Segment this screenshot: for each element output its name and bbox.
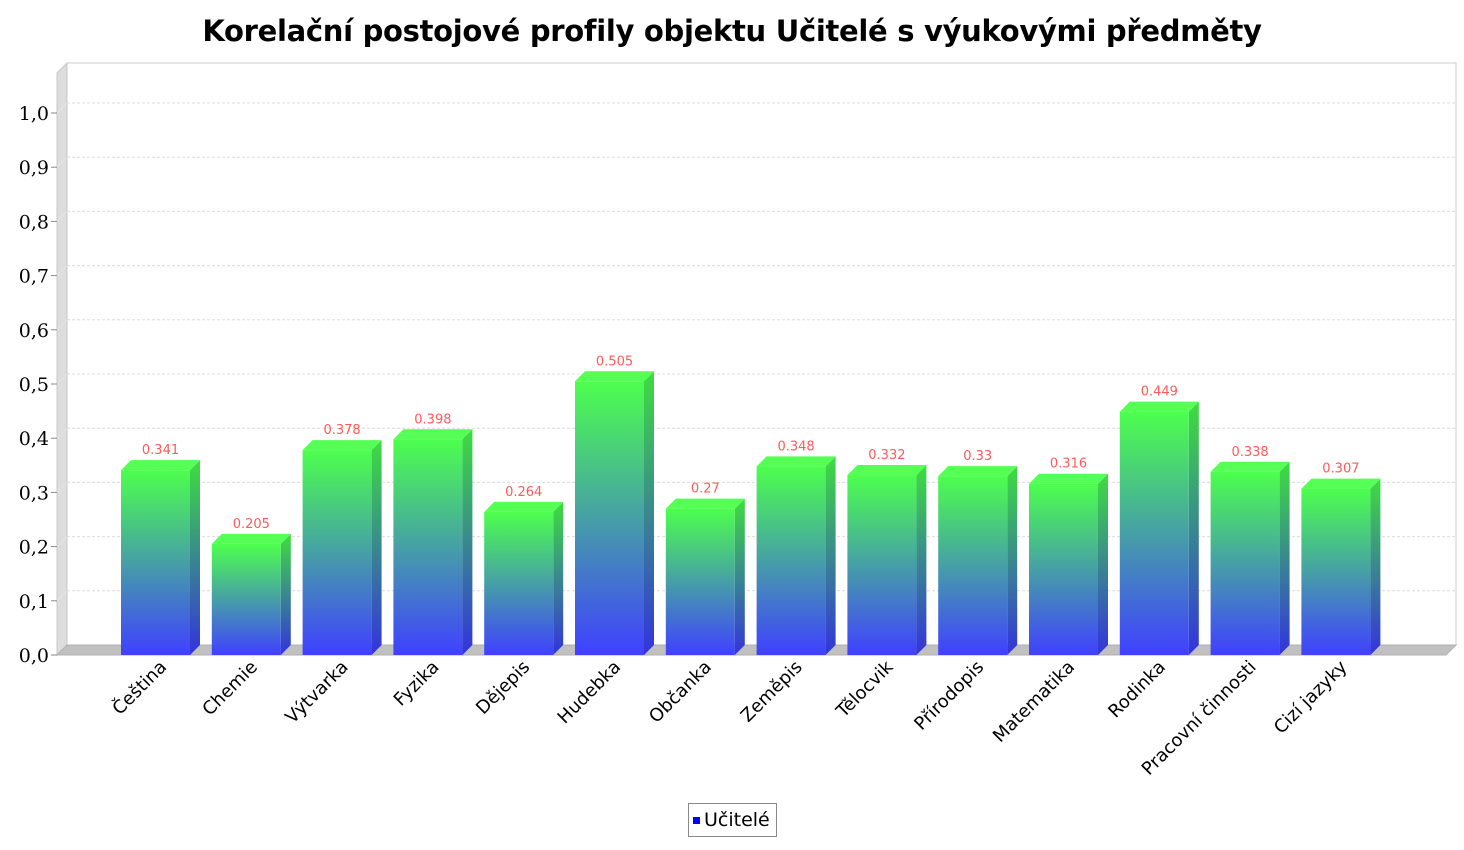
x-tick-label: Matematika	[989, 657, 1079, 747]
bar-value-label: 0.378	[323, 423, 360, 438]
bar-top	[393, 429, 473, 440]
bar-top	[665, 498, 745, 509]
x-tick-label: Fyzika	[390, 657, 444, 711]
bar	[1029, 483, 1098, 655]
bar-side	[462, 429, 473, 655]
bar	[1301, 488, 1371, 655]
bar-value-label: 0.348	[777, 439, 814, 454]
grid-line-side	[56, 156, 68, 168]
x-tick-label: Přírodopis	[910, 657, 988, 735]
y-tick-label: 0,6	[19, 320, 49, 342]
bar-value-label: 0.33	[963, 449, 992, 464]
bar-side	[825, 456, 836, 655]
bar	[665, 508, 735, 655]
y-tick-label: 0,1	[19, 591, 49, 613]
plot-left-wall	[56, 61, 68, 657]
bar-value-label: 0.505	[596, 354, 633, 369]
legend-swatch	[693, 816, 700, 824]
x-tick-label: Čeština	[108, 656, 171, 719]
y-tick-label: 0,9	[19, 157, 49, 179]
legend: Učitelé	[688, 803, 777, 837]
grid-line-side	[56, 427, 68, 439]
y-tick-label: 0,4	[19, 428, 49, 450]
bar-top	[756, 456, 836, 467]
bar-value-label: 0.264	[505, 485, 542, 500]
x-tick-label: Výtvarka	[281, 657, 352, 728]
bar-side	[1007, 466, 1018, 655]
x-tick-label: Chemie	[198, 657, 261, 720]
x-axis: Čeština Chemie Výtvarka Fyzika Dějepis Hudebk…	[108, 656, 1352, 780]
bar-value-label: 0.205	[233, 517, 270, 532]
x-tick-label: Rodinka	[1104, 657, 1170, 723]
bar-value-label: 0.316	[1050, 457, 1087, 472]
bar-top	[121, 460, 200, 471]
y-tick-label: 0,0	[19, 645, 49, 667]
bar-side	[280, 533, 291, 655]
bar-value-label: 0.341	[142, 443, 179, 458]
bars: 0.341 0.205 0.378 0.398 0.264 0.505 0.27 0.348 0…	[121, 354, 1381, 655]
bar-value-label: 0.332	[868, 448, 905, 463]
bar-top	[302, 440, 382, 451]
x-tick-label: Dějepis	[472, 657, 534, 719]
bar-top	[484, 501, 564, 512]
grid-line-side	[56, 319, 68, 331]
bar-side	[1279, 461, 1290, 655]
bar	[211, 543, 281, 655]
bar-top	[938, 466, 1018, 477]
bar-side	[1188, 401, 1199, 655]
bar	[484, 511, 554, 655]
x-tick-label: Hudebka	[554, 657, 625, 728]
y-tick-label: 0,8	[19, 211, 49, 233]
grid-line-side	[56, 590, 68, 602]
grid-line-side	[56, 102, 68, 114]
bar	[756, 466, 826, 655]
bar-top	[847, 465, 927, 476]
bar-side	[190, 460, 200, 655]
y-tick-label: 0,3	[19, 482, 49, 504]
bar-top	[575, 371, 654, 382]
bar	[1119, 411, 1189, 655]
bar-top	[1119, 401, 1199, 412]
grid-line-side	[56, 536, 68, 547]
bar	[393, 439, 463, 655]
bar-top	[1210, 461, 1290, 472]
grid-line-side	[56, 211, 68, 222]
bar-value-label: 0.307	[1322, 462, 1359, 477]
bar-top	[1029, 473, 1108, 484]
bar-side	[734, 498, 745, 655]
x-tick-label: Zeměpis	[737, 657, 807, 727]
bar-value-label: 0.27	[691, 482, 720, 497]
y-axis: 0,0 0,1 0,2 0,3 0,4 0,5 0,6 0,7 0,8 0,9 1,0	[19, 103, 57, 667]
grid-line-side	[56, 482, 68, 493]
bar	[847, 475, 917, 655]
y-tick-label: 1,0	[19, 103, 49, 125]
bar-value-label: 0.398	[414, 412, 451, 427]
bar-value-label: 0.338	[1231, 445, 1268, 460]
bar-top	[211, 533, 291, 544]
bar	[302, 450, 372, 655]
legend-label: Učitelé	[704, 809, 770, 831]
bar-side	[916, 465, 927, 655]
x-tick-label: Cizí jazyky	[1270, 656, 1352, 738]
x-tick-label: Tělocvik	[832, 656, 898, 722]
bar-top	[1301, 478, 1381, 489]
y-tick-label: 0,7	[19, 266, 49, 288]
chart-title: Korelační postojové profily objektu Učit…	[202, 14, 1262, 48]
y-tick-label: 0,2	[19, 537, 49, 559]
bar	[121, 470, 190, 655]
grid-line-side	[56, 265, 68, 276]
bar-side	[553, 501, 564, 655]
bar-value-label: 0.449	[1141, 385, 1178, 400]
bar	[1210, 471, 1280, 655]
bar-side	[644, 371, 654, 655]
bar-side	[371, 440, 382, 655]
x-tick-label: Občanka	[645, 657, 716, 728]
bar	[938, 476, 1008, 655]
grid-line-side	[56, 373, 68, 385]
bar	[575, 381, 644, 655]
y-tick-label: 0,5	[19, 374, 49, 396]
bar-side	[1098, 473, 1108, 655]
bar-side	[1370, 478, 1381, 655]
